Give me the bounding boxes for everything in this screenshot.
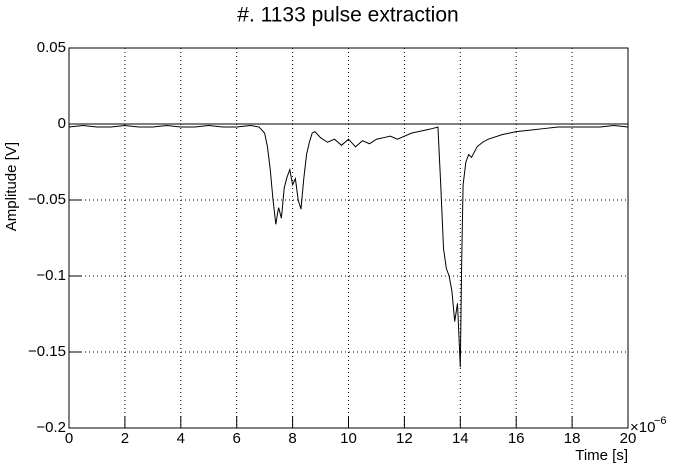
y-tick-label: −0.05 xyxy=(28,191,66,208)
y-tick-label: −0.15 xyxy=(28,343,66,360)
x-tick-label: 2 xyxy=(121,430,129,447)
y-tick-label: −0.1 xyxy=(36,267,66,284)
y-tick-label: −0.2 xyxy=(36,419,66,436)
x-tick-label: 6 xyxy=(233,430,241,447)
y-tick-label: 0.05 xyxy=(37,39,66,56)
x-tick-label: 20 xyxy=(620,430,637,447)
x-tick-label: 10 xyxy=(340,430,357,447)
x-tick-label: 16 xyxy=(508,430,525,447)
x-scale-exponent: −6 xyxy=(654,415,667,427)
x-scale-base: ×10 xyxy=(630,419,655,436)
x-tick-label: 12 xyxy=(396,430,413,447)
x-tick-label: 8 xyxy=(288,430,296,447)
y-tick-label: 0 xyxy=(58,115,66,132)
data-line xyxy=(68,125,629,368)
x-tick-label: 14 xyxy=(452,430,469,447)
x-tick-label: 4 xyxy=(177,430,185,447)
x-tick-label: 0 xyxy=(65,430,73,447)
chart-title: #. 1133 pulse extraction xyxy=(237,4,458,27)
plot-frame xyxy=(68,47,629,429)
x-tick-label: 18 xyxy=(564,430,581,447)
y-axis-label: Amplitude [V] xyxy=(3,142,20,231)
x-axis-label: Time [s] xyxy=(575,447,628,464)
